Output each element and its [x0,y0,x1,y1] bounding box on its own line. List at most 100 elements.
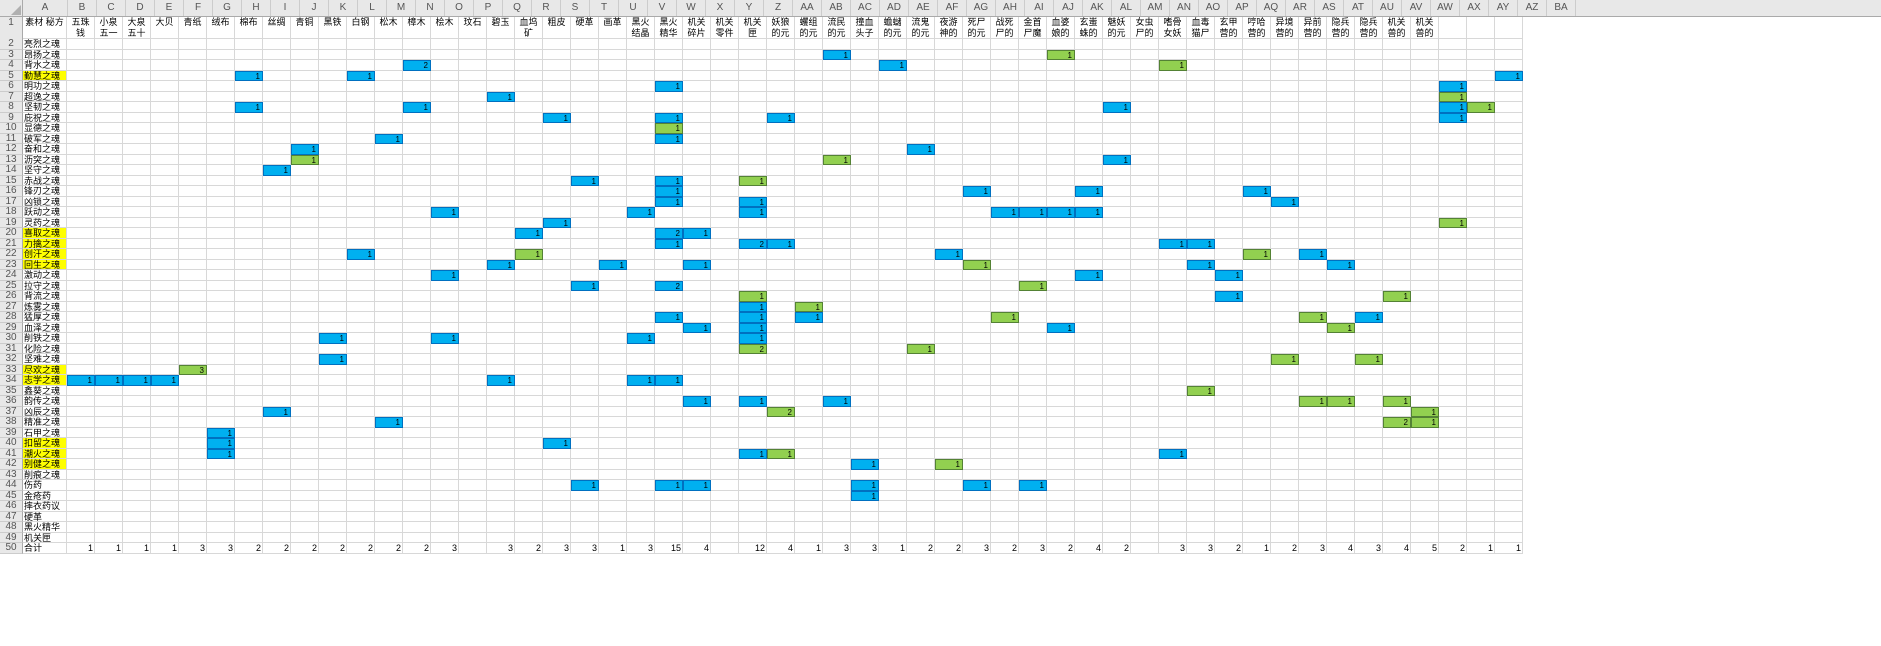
cell[interactable] [207,312,235,323]
cell[interactable] [1299,470,1327,481]
cell[interactable]: 血婆娘的元灵 [1047,17,1075,39]
cell[interactable] [179,428,207,439]
cell[interactable] [235,165,263,176]
cell[interactable]: 1 [1439,113,1467,124]
cell[interactable]: 1 [823,396,851,407]
cell[interactable] [935,438,963,449]
cell[interactable] [907,302,935,313]
cell[interactable] [375,386,403,397]
cell[interactable] [1019,260,1047,271]
row-header[interactable]: 30 [0,333,23,344]
cell[interactable] [1327,50,1355,61]
cell[interactable] [151,270,179,281]
cell[interactable] [1271,323,1299,334]
cell[interactable] [1243,260,1271,271]
cell[interactable] [1075,533,1103,544]
cell[interactable] [1355,113,1383,124]
cell[interactable] [907,512,935,523]
column-header[interactable]: M [387,0,416,16]
cell[interactable] [487,512,515,523]
cell[interactable] [1467,417,1495,428]
cell[interactable] [571,365,599,376]
cell[interactable] [263,113,291,124]
cell[interactable] [1495,533,1523,544]
cell[interactable] [515,239,543,250]
cell[interactable] [151,228,179,239]
cell[interactable] [1439,354,1467,365]
cell[interactable] [263,81,291,92]
cell[interactable] [571,386,599,397]
cell[interactable] [179,92,207,103]
cell[interactable] [543,323,571,334]
cell[interactable] [1159,323,1187,334]
cell[interactable] [1467,39,1495,50]
cell[interactable] [851,113,879,124]
cell[interactable] [1495,218,1523,229]
cell[interactable] [907,333,935,344]
cell[interactable] [1271,386,1299,397]
cell[interactable] [543,144,571,155]
cell[interactable] [963,113,991,124]
cell[interactable] [95,302,123,313]
cell[interactable] [627,218,655,229]
cell[interactable] [991,375,1019,386]
cell[interactable] [207,291,235,302]
cell[interactable] [95,60,123,71]
cell[interactable] [1243,39,1271,50]
cell[interactable] [571,134,599,145]
cell[interactable] [1327,197,1355,208]
cell[interactable] [627,186,655,197]
cell[interactable] [515,134,543,145]
cell[interactable] [1439,533,1467,544]
cell[interactable] [123,123,151,134]
cell[interactable] [571,102,599,113]
cell[interactable] [151,344,179,355]
cell[interactable] [67,323,95,334]
cell[interactable] [1383,438,1411,449]
cell[interactable] [1439,239,1467,250]
cell[interactable] [1467,60,1495,71]
cell[interactable] [767,365,795,376]
cell[interactable] [991,491,1019,502]
cell[interactable] [1103,459,1131,470]
cell[interactable] [711,470,739,481]
cell[interactable] [1495,459,1523,470]
cell[interactable] [1075,60,1103,71]
cell[interactable] [207,281,235,292]
cell[interactable] [711,249,739,260]
row-header[interactable]: 50 [0,543,23,554]
cell[interactable] [1355,533,1383,544]
cell[interactable] [599,417,627,428]
cell[interactable] [1103,323,1131,334]
cell[interactable] [655,155,683,166]
cell[interactable] [599,186,627,197]
column-header[interactable]: N [416,0,445,16]
cell[interactable] [515,291,543,302]
cell[interactable] [431,123,459,134]
cell[interactable] [795,50,823,61]
cell[interactable] [1131,155,1159,166]
cell[interactable] [1243,228,1271,239]
cell[interactable] [1383,501,1411,512]
cell[interactable] [1187,459,1215,470]
cell[interactable] [291,228,319,239]
cell[interactable] [431,417,459,428]
cell[interactable] [1215,344,1243,355]
cell[interactable] [767,228,795,239]
row-header[interactable]: 48 [0,522,23,533]
cell[interactable] [1411,533,1439,544]
cell[interactable] [1355,417,1383,428]
cell[interactable] [67,533,95,544]
column-header[interactable]: Z [764,0,793,16]
cell[interactable] [795,186,823,197]
cell[interactable] [1467,312,1495,323]
cell[interactable] [123,312,151,323]
cell[interactable]: 黑火结晶 [627,17,655,39]
cell[interactable] [319,102,347,113]
cell[interactable] [179,228,207,239]
cell[interactable] [179,323,207,334]
cell[interactable] [823,480,851,491]
cell[interactable] [1299,123,1327,134]
cell[interactable] [151,365,179,376]
cell[interactable] [459,176,487,187]
